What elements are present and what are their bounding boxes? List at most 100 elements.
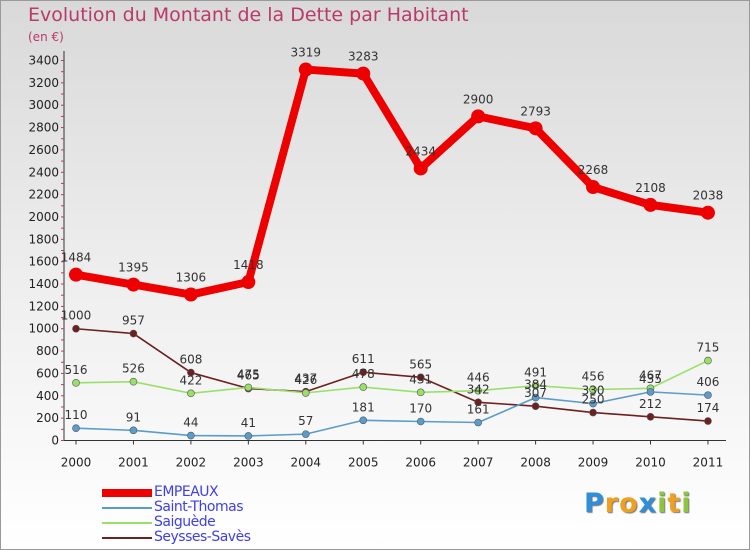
y-tick-label: 3000 — [28, 98, 59, 112]
data-point — [244, 383, 253, 392]
y-tick-label: 1600 — [28, 255, 59, 269]
y-tick-label: 200 — [36, 411, 59, 425]
data-point — [704, 356, 712, 365]
data-label: 1306 — [176, 271, 207, 285]
data-point — [531, 393, 540, 402]
data-point — [187, 389, 195, 398]
logo-letter: x — [638, 488, 658, 519]
data-label: 437 — [294, 372, 317, 386]
data-label: 384 — [524, 378, 547, 392]
legend-label: Seysses-Savès — [154, 529, 251, 545]
x-tick-labels: 2000 2001 2002 2003 2004 2005 2006 2007 2008 2009… — [61, 456, 723, 470]
data-label: 2038 — [693, 189, 724, 203]
data-point — [413, 161, 428, 176]
data-label: 2434 — [405, 144, 436, 158]
data-point — [416, 417, 425, 426]
data-point — [531, 381, 540, 390]
logo-letter: r — [604, 488, 620, 519]
data-label: 611 — [352, 352, 375, 366]
x-tick-label: 2001 — [118, 456, 149, 470]
data-labels: 1484 1395 1306 1418 3319 3283 2434 2900 2793 2268… — [61, 46, 723, 430]
y-tick-label: 1200 — [28, 299, 59, 313]
data-label: 526 — [122, 362, 145, 376]
y-tick-label: 3400 — [28, 54, 59, 68]
data-label: 422 — [179, 373, 202, 387]
data-label: 110 — [65, 408, 88, 422]
data-point — [416, 388, 425, 397]
data-point — [589, 408, 597, 417]
logo-letter: o — [619, 488, 639, 519]
data-point — [531, 402, 540, 410]
data-point — [471, 109, 486, 124]
series-line-saint-thomas — [75, 391, 708, 437]
y-tick-labels: 0 200 400 600 800 1000 1200 1400 1600 1800 2000 220… — [28, 54, 59, 448]
data-label: 3283 — [348, 50, 379, 64]
data-point — [187, 368, 195, 377]
data-label: 491 — [524, 366, 547, 380]
data-label: 456 — [582, 370, 605, 384]
x-tick-label: 2010 — [635, 456, 666, 470]
data-point — [704, 417, 712, 425]
series-line-saigu-de — [75, 359, 709, 395]
data-point — [586, 180, 601, 195]
data-point — [643, 197, 658, 212]
legend-label: EMPEAUX — [154, 484, 219, 500]
data-point — [416, 373, 425, 382]
data-point — [301, 430, 310, 438]
data-point — [528, 121, 543, 136]
logo-letter: P — [584, 488, 605, 519]
data-point — [129, 329, 138, 338]
x-tick-label: 2000 — [61, 456, 92, 470]
y-tick-label: 400 — [36, 389, 59, 403]
data-label: 435 — [639, 372, 662, 386]
data-label: 91 — [126, 410, 141, 424]
data-label: 2793 — [520, 104, 551, 118]
legend-label: Saiguède — [154, 514, 216, 530]
data-point — [646, 388, 655, 396]
data-label: 1395 — [118, 261, 149, 275]
data-point — [126, 277, 141, 292]
data-point — [474, 418, 482, 427]
chart-title: Evolution du Montant de la Dette par Hab… — [28, 4, 469, 26]
x-tick-label: 2007 — [463, 456, 494, 470]
series-line-empeaux — [75, 65, 709, 299]
series-lines — [69, 62, 715, 440]
data-point — [589, 385, 597, 394]
legend-swatch — [102, 507, 152, 509]
data-point — [129, 377, 138, 386]
data-point — [359, 416, 368, 425]
data-point — [301, 389, 310, 397]
legend-swatch — [102, 489, 152, 497]
legend-swatch — [102, 522, 152, 524]
data-label: 3319 — [291, 46, 322, 60]
data-label: 181 — [352, 400, 375, 414]
data-label: 478 — [352, 367, 375, 381]
y-tick-label: 2600 — [28, 143, 59, 157]
data-label: 467 — [639, 368, 662, 382]
y-tick-label: 1000 — [28, 322, 59, 336]
data-label: 174 — [696, 401, 719, 415]
data-label: 2108 — [635, 181, 666, 195]
data-point — [129, 426, 138, 435]
data-label: 431 — [409, 372, 432, 386]
data-point — [704, 391, 712, 399]
x-tick-label: 2005 — [348, 456, 379, 470]
logo-letter: i — [657, 488, 668, 519]
data-label: 1418 — [233, 258, 264, 272]
y-tick-label: 2800 — [28, 121, 59, 135]
series-line-seysses-sav-s — [75, 327, 709, 422]
data-label: 57 — [298, 414, 313, 428]
data-point — [183, 287, 198, 302]
x-tick-label: 2003 — [233, 456, 264, 470]
data-point — [72, 379, 80, 387]
data-point — [244, 432, 253, 440]
x-tick-label: 2006 — [405, 456, 436, 470]
x-tick-label: 2009 — [578, 456, 609, 470]
y-tick-label: 2000 — [28, 210, 59, 224]
data-label: 2900 — [463, 92, 494, 106]
data-label: 565 — [409, 357, 432, 371]
data-label: 516 — [65, 363, 88, 377]
y-tick-label: 600 — [36, 366, 59, 380]
data-label: 170 — [409, 402, 432, 416]
